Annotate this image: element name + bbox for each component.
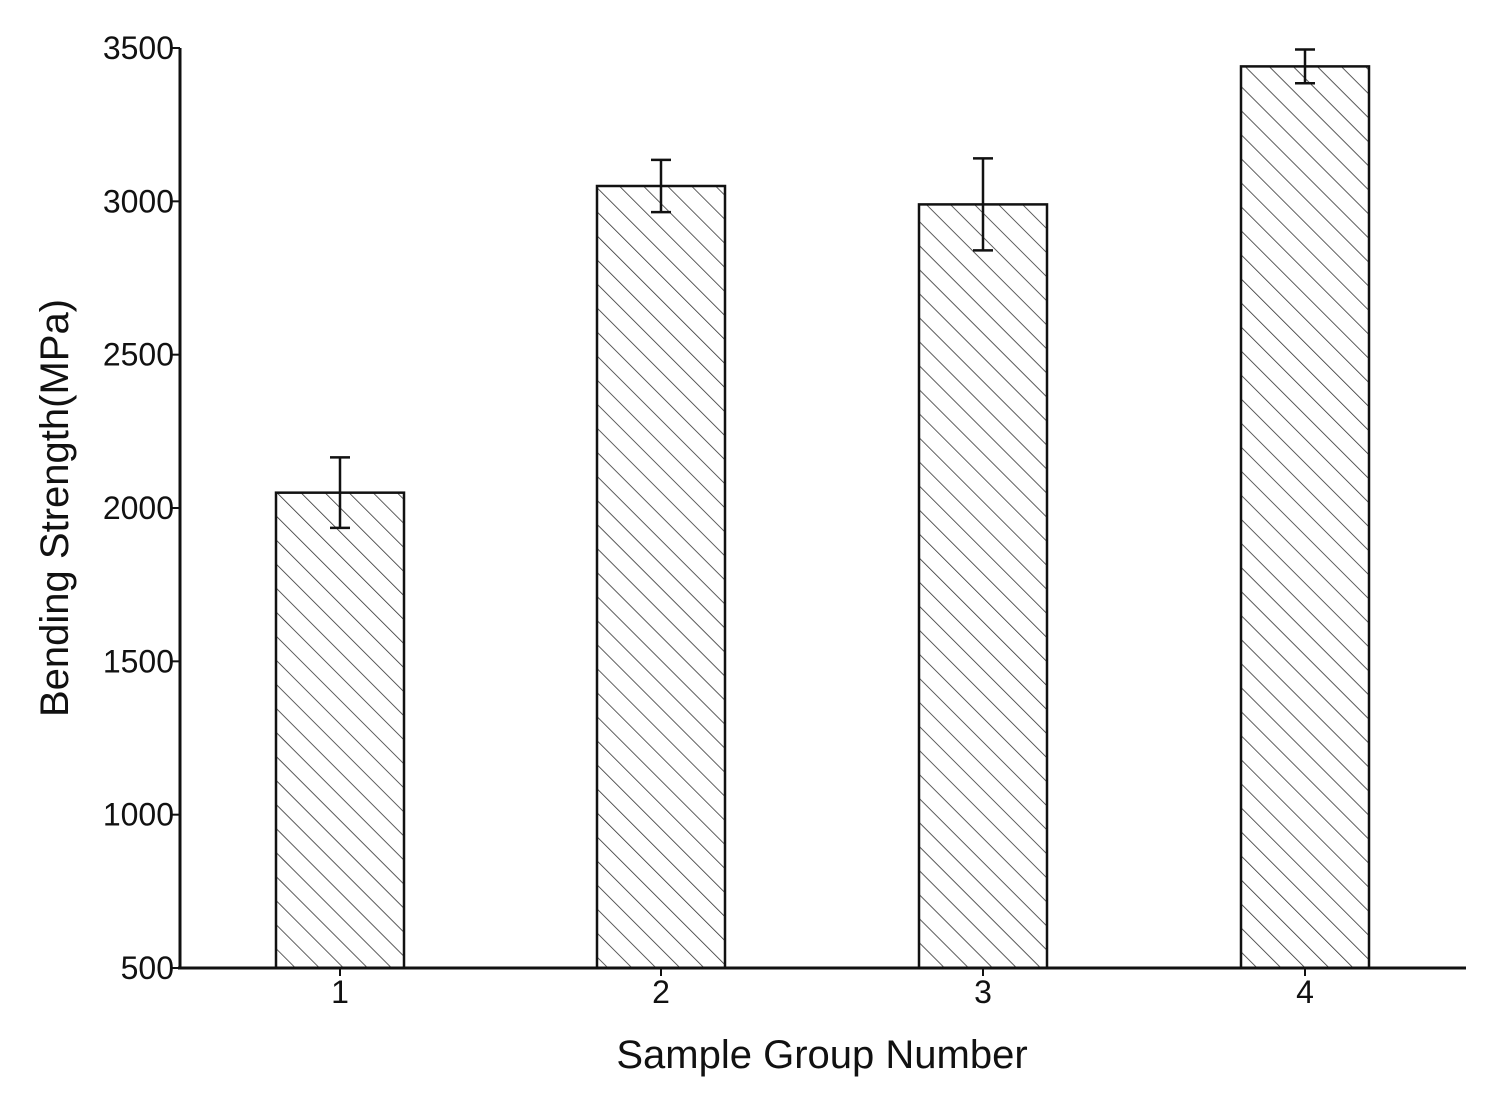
y-tick-label: 3500	[103, 30, 174, 66]
y-tick-label: 3000	[103, 183, 174, 219]
y-tick-label: 500	[121, 950, 174, 986]
x-tick-label: 4	[1296, 974, 1314, 1010]
x-tick-label: 1	[331, 974, 349, 1010]
bar-3	[917, 203, 1049, 970]
x-tick-label: 3	[974, 974, 992, 1010]
y-tick-label: 2500	[103, 337, 174, 373]
error-bar-2	[651, 158, 671, 214]
error-bar-4	[1295, 48, 1315, 85]
error-bar-3	[973, 157, 993, 252]
y-tick-label: 1000	[103, 797, 174, 833]
bars	[274, 65, 1371, 970]
y-tick-label: 1500	[103, 643, 174, 679]
bar-4	[1239, 65, 1371, 970]
error-bars	[330, 48, 1315, 530]
error-bar-1	[330, 456, 350, 530]
bar-1	[274, 491, 406, 970]
x-ticks: 1 2 3 4	[331, 968, 1314, 1010]
x-tick-label: 2	[652, 974, 670, 1010]
x-axis-title: Sample Group Number	[616, 1033, 1027, 1077]
bar-2	[595, 184, 727, 970]
y-tick-label: 2000	[103, 490, 174, 526]
y-ticks: 500 1000 1500 2000 2500 3000 3500	[103, 30, 180, 986]
y-axis-title: Bending Strength(MPa)	[33, 299, 77, 717]
